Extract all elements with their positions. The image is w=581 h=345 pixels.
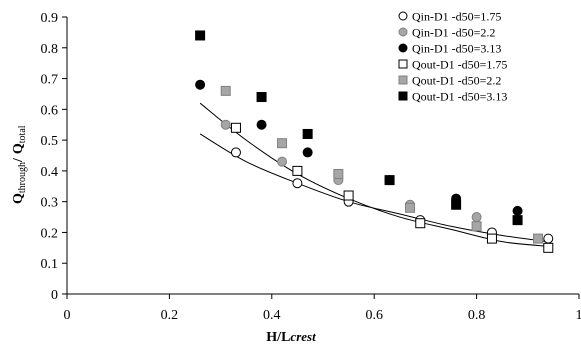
data-point (230, 122, 241, 133)
y-tick-label: 0.4 (41, 165, 59, 180)
y-tick-label: 0.2 (41, 226, 59, 241)
data-point (343, 190, 354, 201)
data-point (256, 92, 267, 103)
y-axis-title-sub1: through (17, 162, 28, 193)
data-point (277, 138, 288, 149)
legend-marker (398, 91, 408, 101)
x-axis-title: H/Lcrest (266, 329, 316, 345)
y-tick-label: 0.6 (41, 103, 59, 118)
data-point (195, 79, 206, 90)
data-point (302, 128, 313, 139)
legend-item: Qout-D1 -d50=2.2 (398, 74, 501, 88)
y-tick-label: 0 (51, 288, 58, 303)
legend-marker (398, 43, 408, 53)
y-tick-label: 0.3 (41, 196, 59, 211)
legend-label: Qin-D1 -d50=2.2 (412, 26, 495, 40)
data-point (195, 30, 206, 41)
trendlines (199, 102, 549, 247)
legend-item: Qin-D1 -d50=3.13 (398, 42, 501, 56)
legend: Qin-D1 -d50=1.75 Qin-D1 -d50=2.2 Qin-D1 -d… (398, 10, 507, 104)
data-point (405, 202, 416, 213)
trendline-1 (199, 133, 549, 243)
data-point (230, 147, 241, 158)
legend-label: Qin-D1 -d50=3.13 (412, 42, 501, 56)
data-point (220, 119, 231, 130)
data-point (512, 205, 523, 216)
series-4 (230, 122, 554, 253)
y-tick-label: 0.7 (41, 73, 59, 88)
data-point (486, 233, 497, 244)
data-point (256, 119, 267, 130)
axes: 0 0.1 0.2 0.3 0.4 0.5 0.6 0.7 0.8 0.9 0 0.2 0.4 0.6 0.… (41, 11, 581, 323)
y-tick-label: 0.5 (41, 134, 59, 149)
x-tick-label: 0.6 (365, 308, 383, 323)
y-axis-title: Qthrough/ Qtotal (11, 125, 28, 204)
data-point (451, 199, 462, 210)
data-point (220, 85, 231, 96)
data-point (415, 218, 426, 229)
legend-marker (398, 11, 408, 21)
data-point (333, 168, 344, 179)
legend-marker (398, 59, 408, 69)
x-tick-label: 0.2 (161, 308, 179, 323)
data-point (292, 165, 303, 176)
legend-item: Qout-D1 -d50=3.13 (398, 90, 507, 104)
data-point (512, 215, 523, 226)
x-tick-label: 1 (576, 308, 581, 323)
trendline-2 (199, 102, 549, 247)
legend-item: Qin-D1 -d50=1.75 (398, 10, 501, 24)
svg-text:H/Lcrest: H/Lcrest (266, 329, 316, 345)
data-point (533, 233, 544, 244)
x-tick-label: 0.8 (468, 308, 486, 323)
x-tick-label: 0 (64, 308, 71, 323)
x-axis-title-subscript: crest (290, 329, 316, 344)
y-tick-label: 0.8 (41, 42, 59, 57)
y-axis-title-q1: Q (11, 193, 26, 204)
y-axis-title-sub2: total (17, 125, 28, 143)
legend-label: Qout-D1 -d50=1.75 (412, 58, 507, 72)
data-point (471, 221, 482, 232)
y-tick-label: 0.1 (41, 257, 59, 272)
series-5 (220, 85, 544, 244)
legend-label: Qout-D1 -d50=2.2 (412, 74, 501, 88)
x-axis-title-main: H/L (266, 330, 290, 345)
data-points (195, 30, 554, 253)
legend-label: Qin-D1 -d50=1.75 (412, 10, 501, 24)
y-tick-label: 0.9 (41, 11, 59, 26)
legend-label: Qout-D1 -d50=3.13 (412, 90, 507, 104)
data-point (543, 233, 554, 244)
data-point (277, 156, 288, 167)
data-point (292, 178, 303, 189)
series-2 (220, 119, 482, 223)
y-axis-title-sep: / (11, 157, 26, 163)
data-point (471, 212, 482, 223)
x-tick-label: 0.4 (263, 308, 281, 323)
legend-item: Qout-D1 -d50=1.75 (398, 58, 507, 72)
legend-marker (398, 75, 408, 85)
legend-marker (398, 27, 408, 37)
data-point (543, 242, 554, 253)
svg-text:Qthrough/Qtotal: Qthrough/ Qtotal (11, 125, 28, 204)
y-axis-title-q2: Q (11, 143, 26, 154)
data-point (384, 175, 395, 186)
legend-item: Qin-D1 -d50=2.2 (398, 26, 495, 40)
series-6 (195, 30, 523, 226)
data-point (302, 147, 313, 158)
